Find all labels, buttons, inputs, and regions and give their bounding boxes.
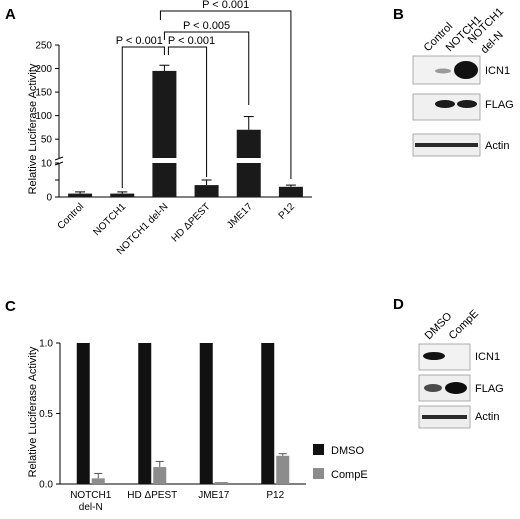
blot-d-row-label: ICN1 [475, 351, 500, 363]
bar [278, 186, 303, 197]
blot-band [435, 68, 451, 74]
panel-a-letter: A [5, 6, 16, 23]
bar [276, 455, 290, 484]
p-value-label: P < 0.001 [116, 35, 163, 47]
y-tick-label: 50 [41, 135, 53, 146]
y-tick-label: 0.5 [39, 409, 53, 420]
p-value-label: P < 0.001 [168, 35, 215, 47]
x-tick-label: Control [56, 201, 87, 232]
significance-bracket [163, 31, 250, 105]
bar [236, 129, 261, 158]
y-tick-label: 0 [46, 193, 52, 204]
y-tick-label: 100 [35, 111, 52, 122]
p-value-label: P < 0.005 [183, 20, 230, 32]
bar [76, 343, 90, 484]
x-tick-label: P12 [266, 490, 284, 501]
significance-bracket [167, 46, 208, 177]
bar [153, 467, 167, 484]
blot-band [435, 100, 455, 108]
blot-band [422, 415, 467, 419]
panel-d-letter: D [393, 296, 404, 313]
panel-b-letter: B [393, 6, 404, 23]
western-blot-d: DMSO CompE ICN1 FLAG Actin [418, 308, 504, 429]
bar [236, 163, 261, 197]
bar [261, 343, 275, 484]
legend-label: CompE [331, 469, 368, 481]
y-tick-label: 150 [35, 88, 52, 99]
blot-band [424, 384, 442, 392]
x-tick-label: JME17 [198, 490, 230, 501]
legend-swatch [313, 444, 324, 455]
x-tick-label: NOTCH1 [92, 201, 129, 238]
blot-band [454, 61, 478, 79]
blot-d-row-label: FLAG [475, 383, 504, 395]
blot-band [445, 382, 467, 394]
blot-b-row-label: ICN1 [485, 65, 510, 77]
bar [199, 343, 213, 484]
bar [194, 185, 219, 197]
blot-band [423, 352, 445, 360]
y-tick-label: 1.0 [39, 339, 53, 350]
axis-break-mark [54, 161, 64, 166]
y-tick-label: 0.0 [39, 480, 53, 491]
chart-a: Relative Luciferase Activity 0 10 50 100 150… [27, 0, 312, 257]
x-tick-label: HD ΔPEST [127, 490, 177, 501]
bar [91, 478, 105, 484]
x-tick-label: JME17 [225, 201, 255, 231]
y-tick-label: 10 [41, 159, 53, 170]
significance-bracket [159, 10, 292, 179]
bar [152, 163, 177, 197]
x-tick-label: NOTCH1 [70, 490, 112, 501]
blot-d-row-label: Actin [475, 411, 499, 423]
blot-band [457, 100, 477, 108]
chart-c: Relative Luciferase Activity 0.0 0.5 1.0 NO… [27, 339, 306, 513]
significance-bracket [121, 46, 165, 188]
blot-b-row-label: FLAG [485, 99, 514, 111]
x-tick-label: del-N [79, 502, 103, 513]
x-tick-label: P12 [277, 201, 298, 222]
legend-label: DMSO [331, 445, 364, 457]
bar [110, 193, 135, 197]
x-tick-label: HD ΔPEST [170, 201, 213, 244]
y-tick-label: 250 [35, 41, 52, 52]
blot-d-lane-label: CompE [447, 308, 481, 342]
bar [152, 70, 177, 158]
blot-band [415, 143, 478, 147]
bar [68, 193, 93, 197]
western-blot-b: Control NOTCH1 NOTCH1 del-N ICN1 FLAG Ac… [412, 6, 514, 157]
legend-swatch [313, 468, 324, 479]
chart-c-legend: DMSO CompE [313, 444, 368, 481]
p-value-label: P < 0.001 [202, 0, 249, 11]
blot-b-row-label: Actin [485, 140, 509, 152]
bar [138, 343, 152, 484]
y-tick-label: 200 [35, 64, 52, 75]
chart-a-ylabel: Relative Luciferase Activity [27, 63, 39, 194]
panel-c-letter: C [5, 298, 16, 315]
chart-c-ylabel: Relative Luciferase Activity [27, 346, 39, 477]
axis-break-mark [54, 156, 64, 161]
